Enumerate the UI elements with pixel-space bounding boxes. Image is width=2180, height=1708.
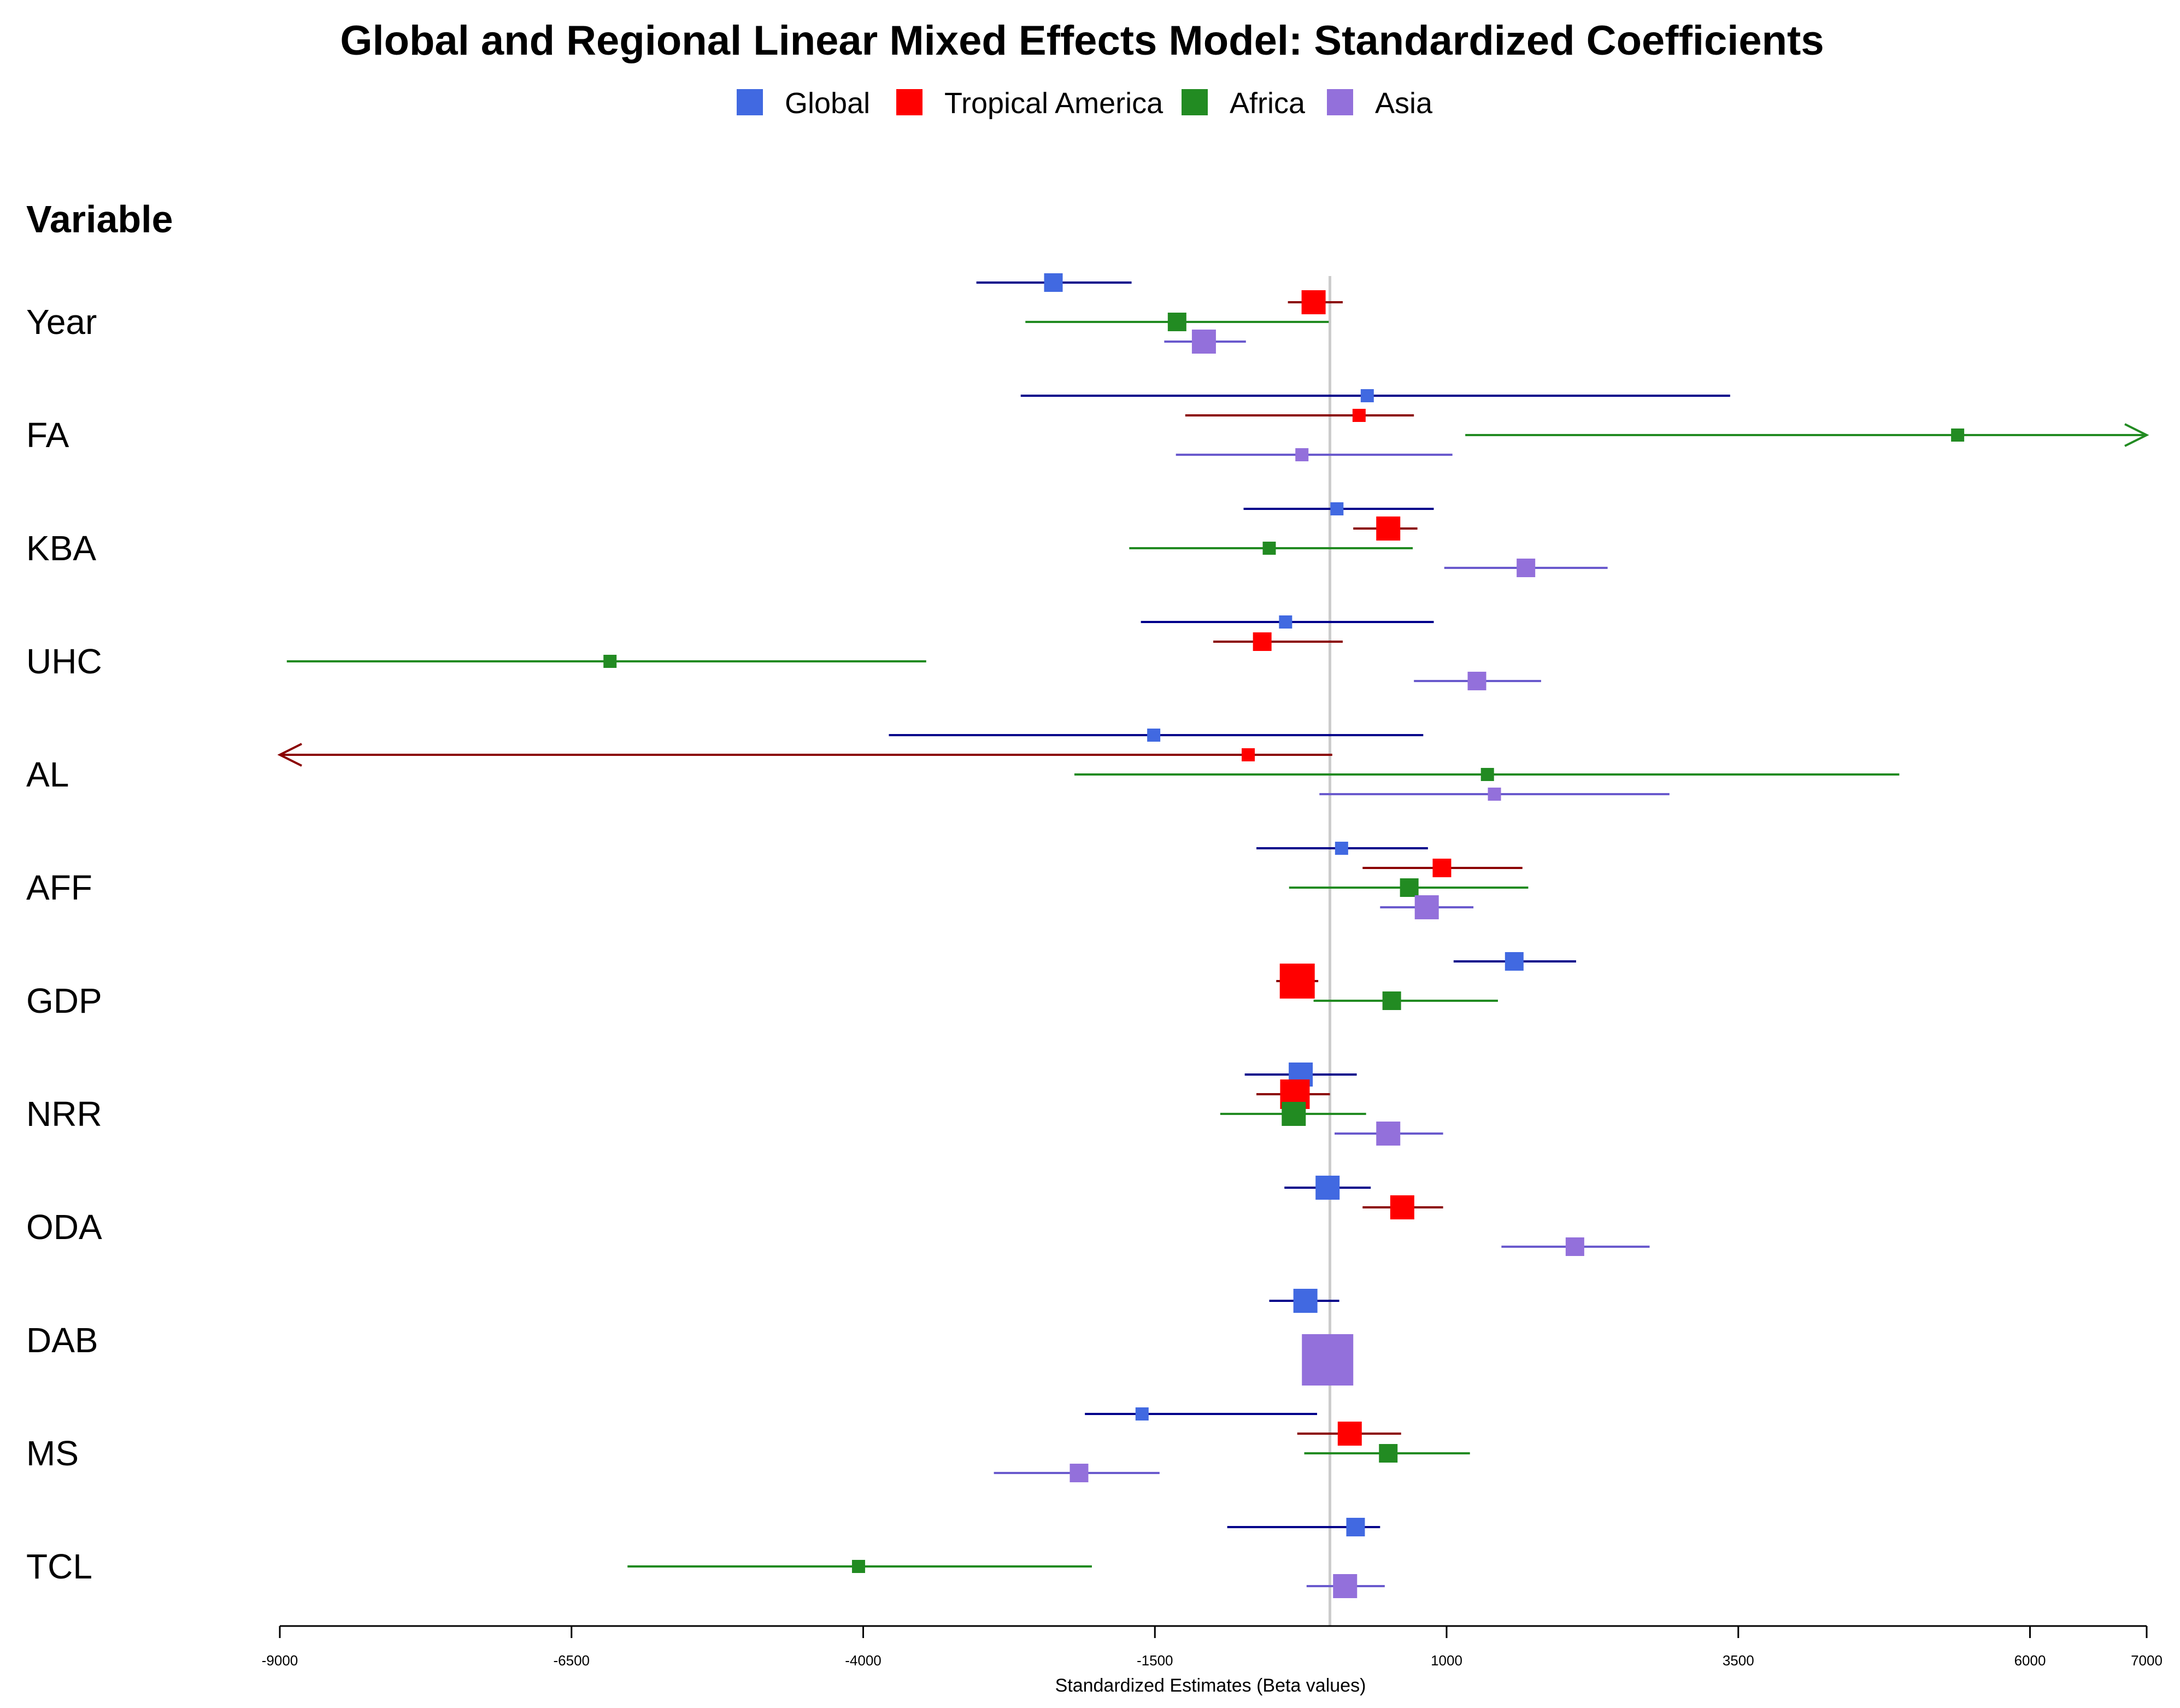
point-al-asia [1488,788,1501,801]
x-tick-label-7000: 7000 [2131,1652,2163,1669]
variable-label-ms: MS [26,1434,79,1473]
x-tick-label--9000: -9000 [262,1652,298,1669]
variable-header: Variable [26,198,173,240]
x-tick-label-6000: 6000 [2014,1652,2046,1669]
point-kba-asia [1517,559,1536,577]
legend-label-global: Global [785,87,870,120]
point-nrr-africa [1282,1102,1306,1126]
point-gdp-global [1505,952,1524,971]
point-kba-global [1330,502,1344,515]
x-tick-label--6500: -6500 [554,1652,590,1669]
variable-label-al: AL [26,755,69,794]
point-ms-africa [1379,1444,1398,1463]
point-uhc-africa [603,655,617,668]
point-tcl-global [1346,1518,1365,1536]
point-year-tropical-america [1301,290,1326,314]
point-dab-asia [1302,1334,1354,1386]
point-fa-asia [1295,448,1309,461]
point-aff-asia [1414,895,1439,919]
point-kba-tropical-america [1376,516,1401,541]
point-oda-tropical-america [1390,1195,1414,1219]
point-dab-global [1293,1289,1318,1313]
variable-labels: Year FA KBA UHC AL AFF GDP NRR ODA DAB MS TCL [26,302,102,1586]
point-fa-tropical-america [1352,409,1366,422]
variable-label-nrr: NRR [26,1094,102,1134]
variable-label-kba: KBA [26,529,96,568]
point-oda-global [1315,1176,1340,1200]
estimate-marks [277,273,2149,1598]
point-nrr-asia [1376,1122,1401,1146]
point-fa-africa [1951,429,1965,442]
arrow-left-al-tropical-america [277,743,302,767]
legend-swatch-africa [1182,89,1208,115]
point-year-global [1044,273,1063,292]
x-tick-label--1500: -1500 [1137,1652,1173,1669]
x-tick-label-1000: 1000 [1431,1652,1462,1669]
point-oda-asia [1565,1237,1584,1256]
variable-label-tcl: TCL [26,1547,92,1586]
legend-label-tropical-america: Tropical America [944,87,1164,120]
point-tcl-africa [851,1560,865,1573]
point-year-africa [1167,313,1186,331]
point-year-asia [1191,330,1216,354]
variable-label-fa: FA [26,415,69,455]
point-kba-africa [1262,542,1276,555]
point-fa-global [1360,389,1374,402]
x-tick-label--4000: -4000 [845,1652,882,1669]
variable-label-year: Year [26,302,97,342]
x-tick-label-3500: 3500 [1723,1652,1754,1669]
point-aff-tropical-america [1432,859,1452,877]
variable-label-aff: AFF [26,868,92,907]
point-al-africa [1480,768,1494,781]
x-axis-title: Standardized Estimates (Beta values) [1055,1675,1366,1696]
legend-swatch-asia [1327,89,1353,115]
point-ms-tropical-america [1337,1422,1362,1446]
point-al-global [1147,729,1161,742]
x-axis: -9000 -6500 -4000 -1500 1000 3500 6000 7000 [262,1625,2163,1669]
legend-swatch-tropical-america [896,89,922,115]
legend-label-africa: Africa [1230,87,1306,120]
chart-title: Global and Regional Linear Mixed Effects… [340,17,1824,64]
point-aff-africa [1400,878,1419,897]
point-ms-global [1135,1407,1149,1421]
point-tcl-asia [1333,1574,1358,1598]
point-uhc-global [1279,615,1292,629]
point-gdp-tropical-america [1279,964,1315,999]
legend-label-asia: Asia [1375,87,1433,120]
variable-label-gdp: GDP [26,981,102,1020]
arrow-right-fa-africa [2124,423,2149,447]
point-ms-asia [1070,1464,1089,1482]
legend-swatch-global [737,89,763,115]
point-al-tropical-america [1242,748,1255,761]
point-aff-global [1335,842,1348,855]
variable-label-dab: DAB [26,1320,98,1360]
variable-label-oda: ODA [26,1207,102,1247]
variable-label-uhc: UHC [26,642,102,681]
legend: Global Tropical America Africa Asia [737,87,1433,120]
point-uhc-tropical-america [1253,632,1272,651]
point-gdp-africa [1382,991,1401,1010]
point-uhc-asia [1467,672,1486,690]
